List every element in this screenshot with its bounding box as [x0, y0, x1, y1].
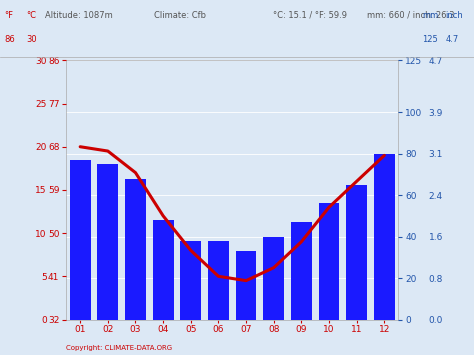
Bar — [70, 160, 91, 320]
Text: mm: mm — [422, 11, 438, 20]
Bar — [319, 203, 339, 320]
Text: 125: 125 — [422, 36, 438, 44]
Text: °C: 15.1 / °F: 59.9: °C: 15.1 / °F: 59.9 — [273, 11, 346, 20]
Text: Altitude: 1087m: Altitude: 1087m — [45, 11, 113, 20]
Text: 30: 30 — [26, 36, 36, 44]
Text: mm: 660 / inch: 26.3: mm: 660 / inch: 26.3 — [367, 11, 455, 20]
Text: inch: inch — [446, 11, 463, 20]
Text: °F: °F — [5, 11, 14, 20]
Text: Climate: Cfb: Climate: Cfb — [154, 11, 206, 20]
Bar — [291, 222, 312, 320]
Bar — [264, 236, 284, 320]
Bar — [125, 179, 146, 320]
Bar — [98, 164, 118, 320]
Bar — [374, 154, 395, 320]
Text: 86: 86 — [5, 36, 16, 44]
Bar — [236, 251, 256, 320]
Bar — [208, 241, 229, 320]
Text: °C: °C — [26, 11, 36, 20]
Text: 4.7: 4.7 — [446, 36, 459, 44]
Text: Copyright: CLIMATE-DATA.ORG: Copyright: CLIMATE-DATA.ORG — [66, 345, 173, 351]
Bar — [153, 220, 173, 320]
Bar — [181, 241, 201, 320]
Bar — [346, 185, 367, 320]
